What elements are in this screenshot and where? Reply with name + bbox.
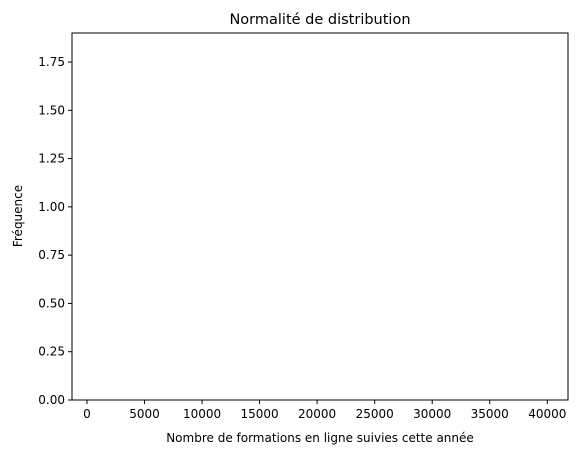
x-axis: 0 5000 10000 15000 20000 25000 30000 35000 40000 <box>83 400 566 421</box>
y-tick-label: 0.00 <box>38 393 65 407</box>
y-tick-label: 0.25 <box>38 345 65 359</box>
x-tick-label: 35000 <box>471 407 509 421</box>
x-tick-label: 40000 <box>528 407 566 421</box>
y-tick-label: 0.75 <box>38 248 65 262</box>
y-tick-label: 1.25 <box>38 152 65 166</box>
axes-frame <box>71 32 569 401</box>
y-axis: 0.00 0.25 0.50 0.75 1.00 1.25 1.50 1.75 <box>38 55 72 407</box>
x-tick-label: 20000 <box>298 407 336 421</box>
x-tick-label: 5000 <box>129 407 160 421</box>
y-tick-label: 0.50 <box>38 296 65 310</box>
x-tick-label: 0 <box>83 407 91 421</box>
x-tick-label: 30000 <box>413 407 451 421</box>
x-axis-label: Nombre de formations en ligne suivies ce… <box>166 431 474 445</box>
chart-title: Normalité de distribution <box>229 12 410 28</box>
y-tick-label: 1.50 <box>38 103 65 117</box>
y-axis-label: Fréquence <box>11 185 25 247</box>
x-tick-label: 10000 <box>183 407 221 421</box>
y-tick-label: 1.00 <box>38 200 65 214</box>
x-tick-label: 15000 <box>240 407 278 421</box>
plot-area <box>71 32 569 401</box>
x-tick-label: 25000 <box>356 407 394 421</box>
y-tick-label: 1.75 <box>38 55 65 69</box>
